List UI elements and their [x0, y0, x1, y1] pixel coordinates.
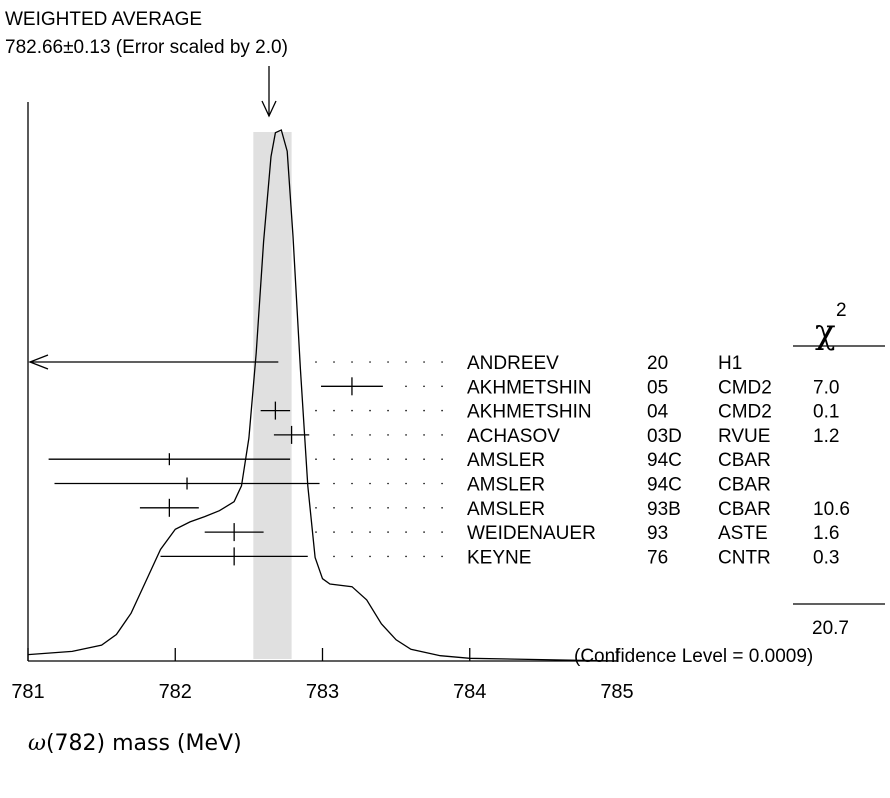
measurement-year: 93 — [647, 523, 668, 544]
measurement-year: 20 — [647, 353, 668, 374]
measurement-chi2: 1.6 — [813, 523, 839, 544]
x-tick-label: 785 — [600, 681, 633, 703]
x-axis-label-text: (782) mass (MeV) — [46, 731, 242, 756]
measurement-row: AMSLER 94C CBAR — [54, 475, 771, 496]
measurement-author: AKHMETSHIN — [467, 377, 592, 398]
measurement-row: AMSLER 93B CBAR 10.6 — [139, 498, 850, 520]
x-tick-label: 781 — [11, 681, 44, 703]
measurement-year: 03D — [647, 426, 682, 447]
measurement-year: 93B — [647, 499, 681, 520]
measurement-row: ACHASOV 03D RVUE 1.2 — [273, 425, 839, 447]
measurement-year: 05 — [647, 377, 668, 398]
measurement-year: 04 — [647, 402, 669, 423]
chi2-power: 2 — [836, 300, 847, 321]
measurement-year: 76 — [647, 547, 668, 568]
chi2-symbol: χ — [815, 312, 836, 352]
x-axis-label-symbol: ω — [28, 731, 46, 756]
measurement-author: AMSLER — [467, 450, 545, 471]
measurement-author: WEIDENAUER — [467, 523, 596, 544]
measurement-author: AMSLER — [467, 499, 545, 520]
ideogram-curve — [27, 129, 618, 662]
chart-subtitle: 782.66±0.13 (Error scaled by 2.0) — [5, 37, 288, 58]
measurement-technique: ASTE — [718, 523, 768, 544]
measurement-row: AKHMETSHIN 05 CMD2 7.0 — [321, 377, 839, 398]
measurement-chi2: 1.2 — [813, 426, 839, 447]
measurement-year: 94C — [647, 450, 682, 471]
chart-title: WEIGHTED AVERAGE — [5, 9, 202, 30]
measurement-chi2: 10.6 — [813, 499, 850, 520]
measurement-row: ANDREEV 20 H1 — [28, 353, 742, 374]
measurement-row: KEYNE 76 CNTR 0.3 — [160, 547, 839, 568]
measurement-technique: CMD2 — [718, 402, 772, 423]
error-band — [253, 132, 292, 659]
chi2-total: 20.7 — [812, 618, 849, 639]
measurement-author: AMSLER — [467, 475, 545, 496]
average-arrow — [261, 66, 277, 118]
measurement-chi2: 7.0 — [813, 377, 839, 398]
measurement-row: AMSLER 94C CBAR — [48, 450, 771, 471]
confidence-level: (Confidence Level = 0.0009) — [574, 646, 813, 667]
x-tick-label: 782 — [159, 681, 192, 703]
x-axis-label: ω(782) mass (MeV) — [28, 731, 242, 756]
measurement-row: WEIDENAUER 93 ASTE 1.6 — [204, 523, 839, 544]
measurement-year: 94C — [647, 475, 682, 496]
measurement-author: ANDREEV — [467, 353, 559, 374]
chi2-header: χ 2 — [793, 300, 885, 352]
measurement-technique: CBAR — [718, 475, 771, 496]
measurement-technique: CBAR — [718, 499, 771, 520]
measurement-chi2: 0.3 — [813, 547, 839, 568]
measurement-technique: RVUE — [718, 426, 770, 447]
x-tick-label: 784 — [453, 681, 486, 703]
measurement-technique: CNTR — [718, 547, 771, 568]
measurement-technique: CMD2 — [718, 377, 772, 398]
x-tick-label: 783 — [306, 681, 339, 703]
left-arrow-icon — [28, 354, 49, 370]
measurement-technique: CBAR — [718, 450, 771, 471]
measurement-author: ACHASOV — [467, 426, 560, 447]
measurement-author: KEYNE — [467, 547, 531, 568]
measurement-chi2: 0.1 — [813, 402, 839, 423]
measurement-technique: H1 — [718, 353, 742, 374]
measurement-row: AKHMETSHIN 04 CMD2 0.1 — [260, 401, 839, 423]
measurement-author: AKHMETSHIN — [467, 402, 592, 423]
